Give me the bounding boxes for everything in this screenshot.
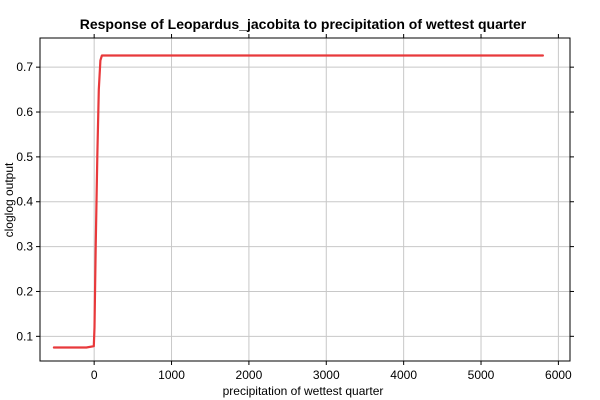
x-tick-label: 6000 [545,368,572,382]
x-axis-label: precipitation of wettest quarter [223,384,384,398]
y-tick-label: 0.4 [16,195,33,209]
series-line [52,54,545,349]
y-tick-label: 0.2 [16,284,33,298]
x-tick-label: 2000 [236,368,263,382]
y-tick-label: 0.5 [16,150,33,164]
y-tick-label: 0.1 [16,329,33,343]
y-tick-label: 0.3 [16,240,33,254]
axis-ticks: 0 1000 2000 3000 4000 5000 6000 0.1 0.2 0.3 0.4 0.5… [16,34,574,382]
x-tick-label: 4000 [390,368,417,382]
plot-frame [39,37,571,362]
chart-title: Response of Leopardus_jacobita to precip… [80,16,527,32]
y-tick-label: 0.7 [16,60,33,74]
y-axis-label: cloglog output [2,162,16,237]
x-tick-label: 0 [91,368,98,382]
y-tick-label: 0.6 [16,105,33,119]
plot-lines [52,54,545,349]
x-tick-label: 5000 [468,368,495,382]
x-tick-label: 3000 [313,368,340,382]
x-tick-label: 1000 [158,368,185,382]
grid [40,38,570,361]
